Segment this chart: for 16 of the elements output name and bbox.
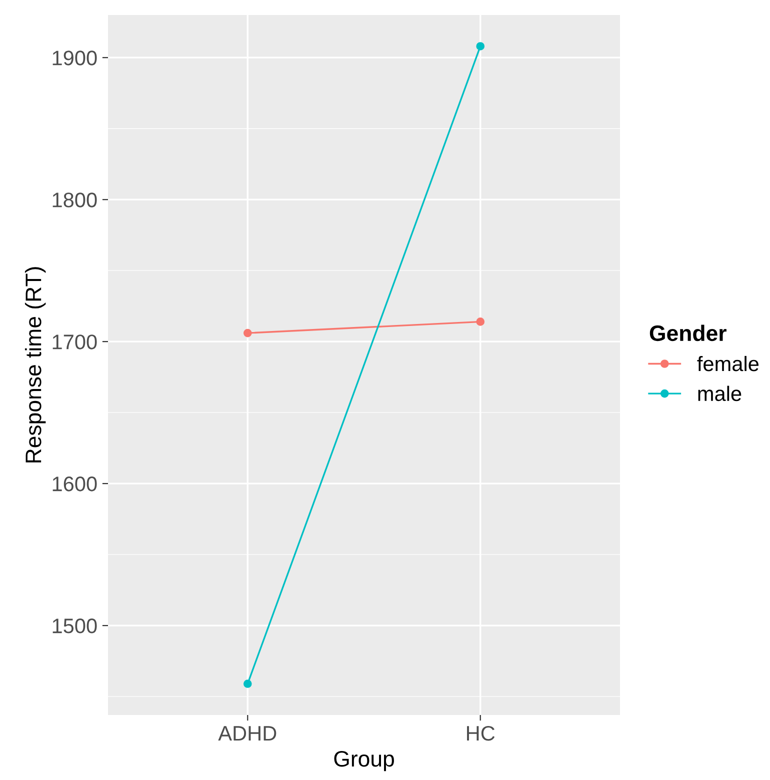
point xyxy=(476,318,485,326)
x-tick-label: HC xyxy=(467,726,495,741)
x-axis-title: Group xyxy=(334,750,394,772)
legend-title: Gender xyxy=(650,324,726,342)
point xyxy=(243,680,252,688)
legend-label: female xyxy=(697,356,759,372)
legend-label: male xyxy=(698,386,742,402)
y-tick-label: 1600 xyxy=(52,476,97,492)
y-tick-label: 1700 xyxy=(52,334,97,350)
y-axis-title: Response time (RT) xyxy=(24,267,46,462)
x-tick-label: ADHD xyxy=(218,726,276,741)
point xyxy=(243,328,252,338)
point xyxy=(476,42,485,50)
y-tick-label: 1900 xyxy=(52,50,97,66)
y-tick-label: 1800 xyxy=(52,192,97,208)
y-tick-label: 1500 xyxy=(52,618,97,634)
